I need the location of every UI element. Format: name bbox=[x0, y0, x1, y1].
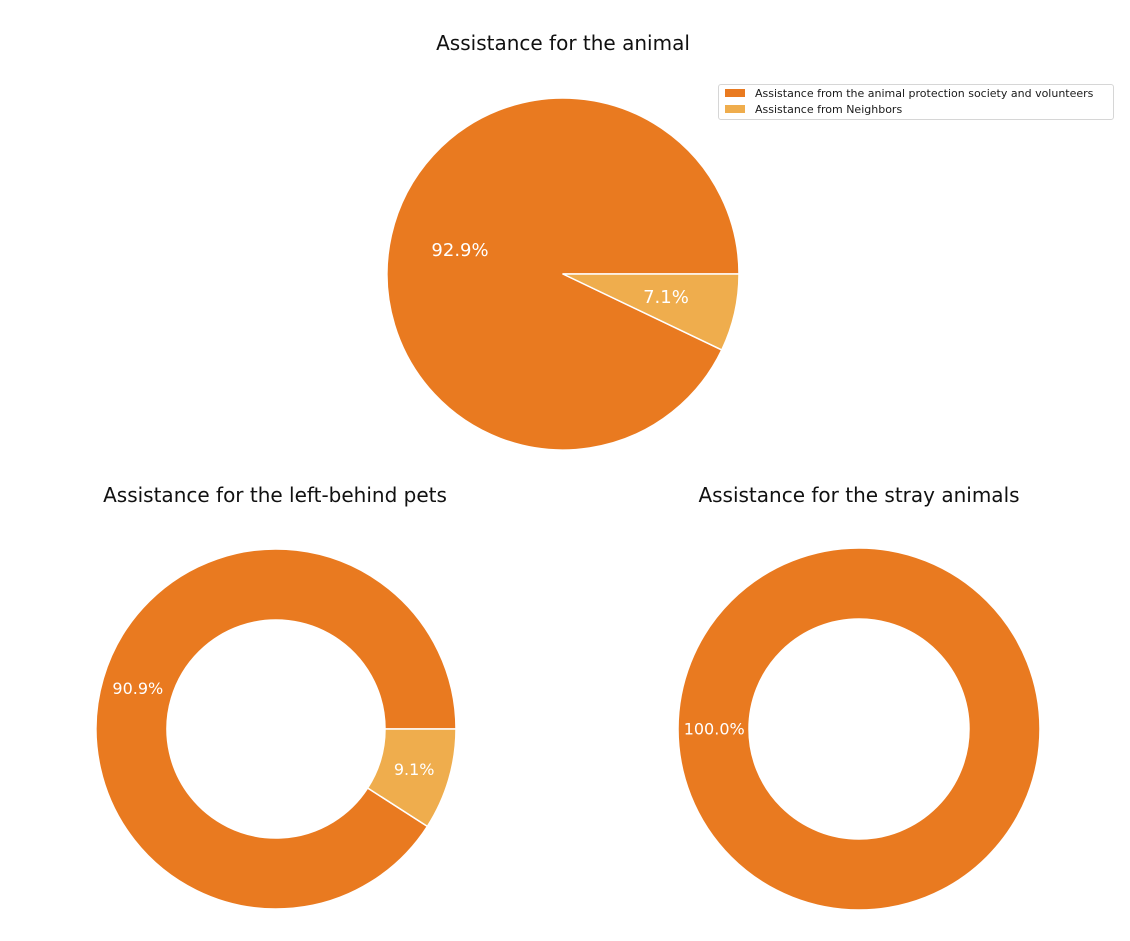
donut-slices bbox=[677, 547, 1041, 911]
chart-title: Assistance for the left-behind pets bbox=[103, 483, 447, 507]
legend-label-society: Assistance from the animal protection so… bbox=[755, 87, 1094, 100]
pie-slices bbox=[386, 97, 740, 451]
donut-chart-left-behind-pets: Assistance for the left-behind pets 90.9… bbox=[95, 483, 457, 910]
chart-title: Assistance for the animal bbox=[436, 31, 690, 55]
pie-label: 92.9% bbox=[431, 240, 488, 261]
pie-slice-neighbors bbox=[366, 728, 457, 828]
donut-slices bbox=[95, 548, 457, 910]
pie-label: 100.0% bbox=[684, 720, 745, 739]
pie-label: 90.9% bbox=[112, 679, 163, 698]
donut-labels: 90.9% 9.1% bbox=[112, 679, 434, 779]
pie-chart-animal: Assistance for the animal 92.9% 7.1% bbox=[386, 31, 740, 451]
pie-labels: 92.9% 7.1% bbox=[431, 240, 688, 308]
legend-item-neighbors: Assistance from Neighbors bbox=[725, 103, 902, 117]
legend-label-neighbors: Assistance from Neighbors bbox=[755, 103, 903, 116]
pie-slice-society bbox=[677, 547, 1041, 911]
pie-slice-society bbox=[95, 548, 457, 910]
legend-item-society: Assistance from the animal protection so… bbox=[725, 87, 1093, 101]
legend-swatch-society bbox=[725, 89, 745, 97]
donut-labels: 100.0% bbox=[684, 720, 745, 739]
chart-legend: Assistance from the animal protection so… bbox=[718, 84, 1114, 120]
pie-label: 9.1% bbox=[394, 760, 435, 779]
pie-label: 7.1% bbox=[643, 287, 689, 308]
legend-swatch-neighbors bbox=[725, 105, 745, 113]
chart-title: Assistance for the stray animals bbox=[698, 483, 1019, 507]
donut-chart-stray-animals: Assistance for the stray animals 100.0% bbox=[677, 483, 1041, 911]
pie-slice-neighbors bbox=[562, 273, 740, 351]
